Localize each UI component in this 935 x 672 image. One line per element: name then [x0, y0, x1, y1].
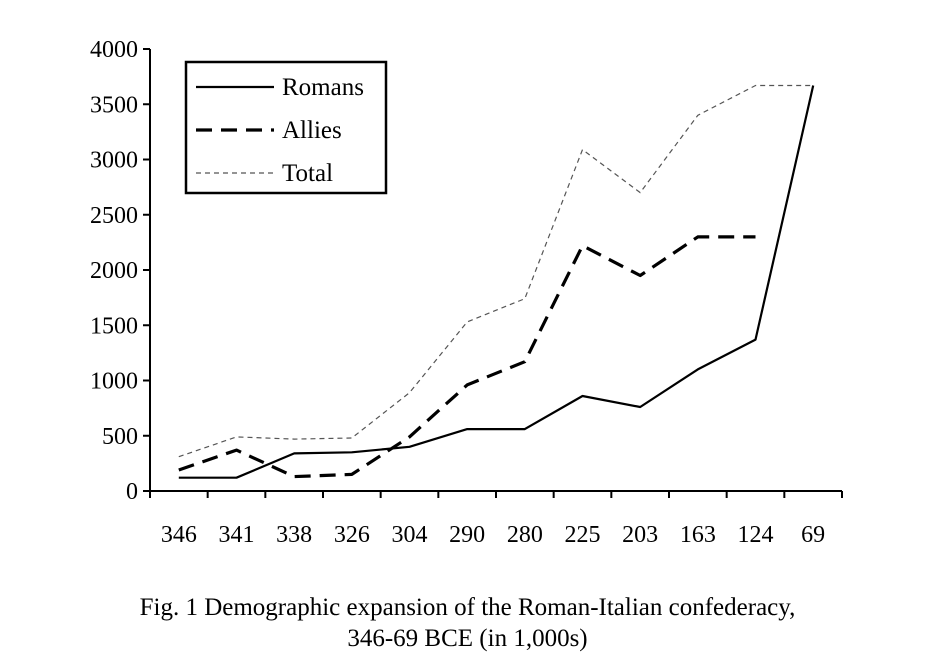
- chart-legend: Romans Allies Total: [184, 60, 388, 195]
- y-tick-label: 1000: [90, 369, 138, 395]
- legend-label-total: Total: [282, 160, 333, 187]
- series-line-total: [178, 84, 814, 458]
- x-tick-label: 225: [565, 522, 601, 548]
- x-tick-label: 124: [738, 522, 774, 548]
- y-tick-label: 2000: [90, 258, 138, 284]
- x-tick-label: 338: [276, 522, 312, 548]
- y-tick-label: 500: [102, 424, 138, 450]
- y-tick-label: 0: [126, 479, 138, 505]
- y-tick-label: 1500: [90, 313, 138, 339]
- x-tick-label: 163: [680, 522, 716, 548]
- x-tick-label: 203: [622, 522, 658, 548]
- x-tick-label: 290: [449, 522, 485, 548]
- x-tick-label: 69: [801, 522, 825, 548]
- x-tick-label: 304: [392, 522, 428, 548]
- chart-series: [178, 84, 815, 479]
- chart-axes: 0 500 1000 1500 2000 2500 3000 3500 4000 346 341 33…: [90, 37, 843, 548]
- legend-box: [184, 60, 388, 195]
- series-line-romans: [178, 85, 815, 479]
- y-tick-label: 2500: [90, 203, 138, 229]
- figure-caption-line-1: Fig. 1 Demographic expansion of the Roma…: [139, 594, 796, 621]
- series-line-allies: [178, 235, 756, 479]
- legend-label-allies: Allies: [282, 117, 342, 144]
- legend-label-romans: Romans: [282, 74, 364, 101]
- line-chart: 0 500 1000 1500 2000 2500 3000 3500 4000 346 341 33…: [90, 37, 843, 548]
- y-tick-label: 3500: [90, 92, 138, 118]
- x-tick-label: 280: [507, 522, 543, 548]
- y-tick-label: 3000: [90, 148, 138, 174]
- x-tick-label: 346: [161, 522, 197, 548]
- x-tick-label: 326: [334, 522, 370, 548]
- x-tick-label: 341: [219, 522, 255, 548]
- figure-caption-line-2: 346-69 BCE (in 1,000s): [347, 625, 588, 652]
- y-tick-label: 4000: [90, 37, 138, 63]
